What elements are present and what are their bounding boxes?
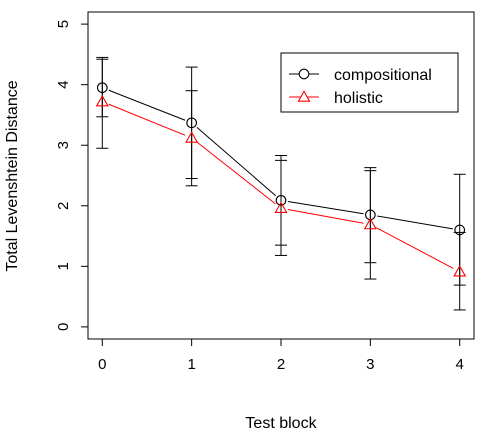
legend-label: compositional: [334, 67, 432, 84]
plot-area: [95, 56, 467, 311]
data-point: [185, 131, 199, 143]
data-point: [274, 201, 288, 213]
data-point: [453, 265, 467, 277]
legend: compositional holistic: [280, 52, 459, 113]
x-tick-label: 4: [456, 356, 464, 373]
legend-entry: holistic: [289, 90, 383, 107]
axes: 0 1 2 3 4 0 1 2 3 4 5: [55, 11, 475, 373]
x-axis-label: Test block: [245, 415, 317, 432]
data-point: [95, 94, 109, 107]
y-tick-label: 3: [55, 141, 72, 149]
legend-marker: [297, 90, 311, 102]
legend-box: [280, 52, 459, 113]
y-tick-label: 5: [55, 20, 72, 28]
series-holistic: [95, 56, 467, 311]
x-tick-label: 3: [366, 356, 374, 373]
y-tick-label: 4: [55, 80, 72, 88]
y-tick-label: 0: [55, 323, 72, 331]
series-line-segment: [287, 208, 364, 224]
y-tick-label: 1: [55, 262, 72, 270]
legend-marker: [298, 68, 310, 80]
legend-entry: compositional: [289, 67, 432, 84]
x-tick-label: 2: [277, 356, 285, 373]
legend-label: holistic: [334, 90, 383, 107]
series-line-segment: [376, 227, 454, 269]
y-axis-label: Total Levenshtein Distance: [4, 80, 21, 271]
series-line-segment: [196, 127, 277, 197]
y-tick-label: 2: [55, 202, 72, 210]
series-line-segment: [196, 141, 276, 205]
x-tick-label: 0: [98, 356, 106, 373]
data-point: [363, 217, 377, 230]
series-line-segment: [377, 215, 453, 230]
series-line-segment: [108, 89, 186, 121]
x-tick-label: 1: [187, 356, 195, 373]
series-line-segment: [108, 103, 186, 136]
series-line-segment: [287, 200, 364, 215]
